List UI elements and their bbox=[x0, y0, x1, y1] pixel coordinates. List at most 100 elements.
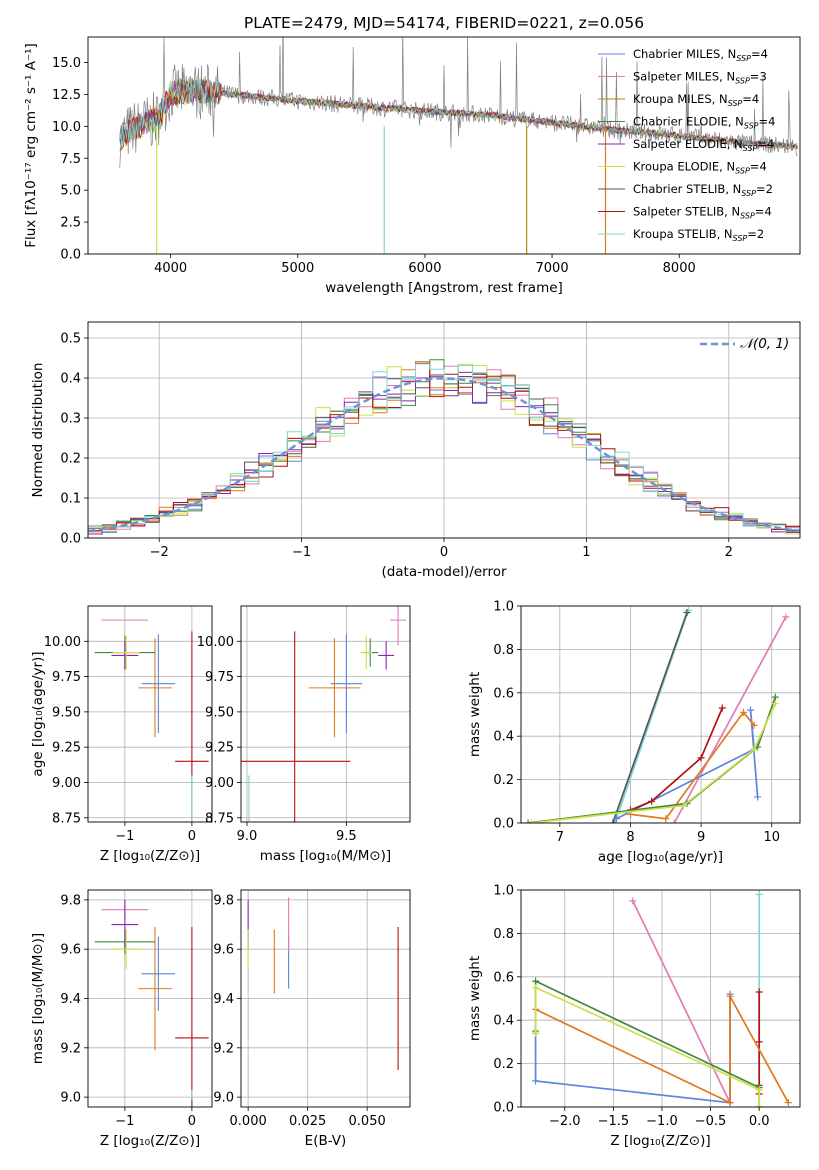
y-tick-label: 7.5 bbox=[60, 152, 81, 167]
y-tick-label: 8.75 bbox=[52, 811, 81, 826]
x-axis-label: Z [log₁₀(Z/Z⊙)] bbox=[100, 1133, 200, 1149]
y-tick-label: 9.2 bbox=[60, 1041, 81, 1056]
panel-residuals: −2 −1 0 1 2 0.0 0.1 0.2 0.3 0.4 0.5 (data-model)/er… bbox=[30, 321, 801, 580]
weight-line bbox=[630, 707, 724, 811]
legend-nssp-sub: SSP bbox=[735, 77, 750, 86]
legend-entry: Chabrier ELODIE, NSSP=4 bbox=[633, 115, 775, 131]
legend-nssp-value: 2 bbox=[757, 227, 764, 241]
y-tick-label: 0.0 bbox=[493, 817, 514, 832]
weight-marker bbox=[629, 897, 637, 905]
y-tick-label: 0.0 bbox=[493, 1101, 514, 1116]
x-tick-label: −1.0 bbox=[646, 1114, 678, 1129]
legend-entry: Chabrier STELIB, NSSP=2 bbox=[633, 182, 773, 198]
legend-nssp-eq: = bbox=[759, 115, 769, 129]
x-tick-label: 9.0 bbox=[237, 829, 258, 844]
legend-entry: Salpeter STELIB, NSSP=4 bbox=[633, 205, 772, 221]
weight-marker bbox=[784, 1099, 792, 1107]
legend-nssp-prefix: , N bbox=[720, 47, 736, 61]
x-tick-label: 8 bbox=[626, 830, 634, 845]
y-tick-label: 0.4 bbox=[60, 372, 81, 387]
x-tick-label: 0.000 bbox=[230, 1114, 267, 1129]
y-tick-label: 9.4 bbox=[213, 992, 234, 1007]
y-tick-label: 1.0 bbox=[493, 884, 514, 899]
y-tick-label: 0.0 bbox=[60, 248, 81, 263]
y-axis-label: mass weight bbox=[467, 672, 483, 757]
legend-nssp-prefix: , N bbox=[719, 70, 735, 84]
legend-entry: 𝒩(0, 1) bbox=[740, 336, 789, 352]
x-tick-label: −2 bbox=[150, 545, 169, 560]
axes-frame bbox=[240, 889, 411, 1108]
weight-line bbox=[630, 710, 755, 820]
weight-marker bbox=[747, 706, 755, 714]
legend-name: Kroupa ELODIE bbox=[633, 160, 719, 174]
y-tick-label: 9.6 bbox=[60, 943, 81, 958]
legend-nssp-value: 2 bbox=[766, 182, 773, 196]
panel-Z-mass: −1 0 9.0 9.2 9.4 9.6 9.8 Z [log₁₀(Z/Z⊙)] mass [l… bbox=[30, 889, 213, 1149]
y-tick-label: 9.4 bbox=[60, 992, 81, 1007]
chart-title: PLATE=2479, MJD=54174, FIBERID=0221, z=0… bbox=[244, 14, 644, 32]
y-tick-label: 9.8 bbox=[213, 893, 234, 908]
legend-nssp-prefix: , N bbox=[712, 92, 728, 106]
x-axis-label: (data-model)/error bbox=[381, 564, 507, 580]
weight-marker bbox=[662, 815, 670, 823]
legend-name: Chabrier STELIB bbox=[633, 182, 725, 196]
y-tick-label: 0.4 bbox=[493, 730, 514, 745]
plot-area bbox=[247, 897, 399, 1098]
legend-nssp-prefix: , N bbox=[719, 160, 735, 174]
legend-nssp-eq: = bbox=[750, 160, 760, 174]
axes-frame bbox=[87, 889, 213, 1108]
weight-marker bbox=[532, 977, 540, 985]
x-tick-label: 8000 bbox=[663, 261, 696, 276]
weight-marker bbox=[532, 1029, 540, 1037]
legend-nssp-eq: = bbox=[742, 92, 752, 106]
plot-area bbox=[241, 606, 407, 822]
y-tick-label: 0.6 bbox=[493, 686, 514, 701]
x-tick-label: −2.0 bbox=[549, 1114, 581, 1129]
weight-line bbox=[673, 616, 787, 823]
y-tick-label: 0.3 bbox=[60, 412, 81, 427]
x-tick-label: 7 bbox=[556, 830, 564, 845]
panel-mass-age: 9.0 9.5 8.75 9.00 9.25 9.50 9.75 10.00 mass [log… bbox=[197, 605, 411, 864]
weight-marker bbox=[609, 819, 617, 823]
y-tick-label: 15.0 bbox=[52, 56, 81, 71]
y-tick-label: 12.5 bbox=[52, 88, 81, 103]
weight-marker bbox=[683, 609, 691, 617]
legend-entry: Chabrier MILES, NSSP=4 bbox=[633, 47, 768, 63]
x-tick-label: 5000 bbox=[281, 261, 314, 276]
legend-entry: Salpeter MILES, NSSP=3 bbox=[633, 70, 767, 86]
legend-nssp-eq: = bbox=[747, 227, 757, 241]
x-tick-label: 0 bbox=[188, 1114, 196, 1129]
axes-frame bbox=[87, 321, 801, 539]
legend-nssp-prefix: , N bbox=[725, 182, 741, 196]
y-tick-label: 9.0 bbox=[213, 1091, 234, 1106]
y-tick-label: 0.8 bbox=[493, 643, 514, 658]
y-tick-label: 9.6 bbox=[213, 943, 234, 958]
weight-line bbox=[535, 995, 790, 1105]
y-tick-label: 9.50 bbox=[52, 705, 81, 720]
y-tick-label: 9.0 bbox=[60, 1091, 81, 1106]
y-tick-label: 9.25 bbox=[205, 741, 234, 756]
y-tick-label: 10.00 bbox=[44, 635, 81, 650]
legend-entry: Kroupa MILES, NSSP=4 bbox=[633, 92, 759, 108]
axes-frame bbox=[520, 889, 801, 1108]
y-tick-label: 9.50 bbox=[205, 705, 234, 720]
legend-nssp-value: 4 bbox=[761, 47, 768, 61]
legend-nssp-sub: SSP bbox=[744, 122, 759, 131]
y-tick-label: 9.00 bbox=[205, 776, 234, 791]
weight-marker bbox=[726, 1099, 734, 1107]
legend: Chabrier MILES, NSSP=4 Salpeter MILES, NS… bbox=[598, 47, 775, 243]
panel-Z-weight: −2.0 −1.5 −1.0 −0.5 0.0 0.0 0.2 0.4 0.6 0.8 1.0 Z [… bbox=[467, 884, 801, 1149]
axes-frame bbox=[520, 605, 801, 824]
model-spectrum bbox=[119, 78, 798, 151]
x-tick-label: 0.025 bbox=[289, 1114, 326, 1129]
x-tick-label: 1 bbox=[582, 545, 590, 560]
y-tick-label: 0.6 bbox=[493, 970, 514, 985]
x-tick-label: 6000 bbox=[408, 261, 441, 276]
panel-spectrum: 4000 5000 6000 7000 8000 0.0 2.5 5.0 7.5 10.0 12.5… bbox=[23, 14, 801, 296]
weight-line bbox=[534, 986, 761, 1107]
y-tick-label: 9.75 bbox=[205, 670, 234, 685]
model-spectrum bbox=[119, 78, 798, 150]
legend-nssp-prefix: , N bbox=[727, 137, 743, 151]
weight-line bbox=[534, 979, 761, 1107]
weight-marker bbox=[771, 693, 779, 701]
